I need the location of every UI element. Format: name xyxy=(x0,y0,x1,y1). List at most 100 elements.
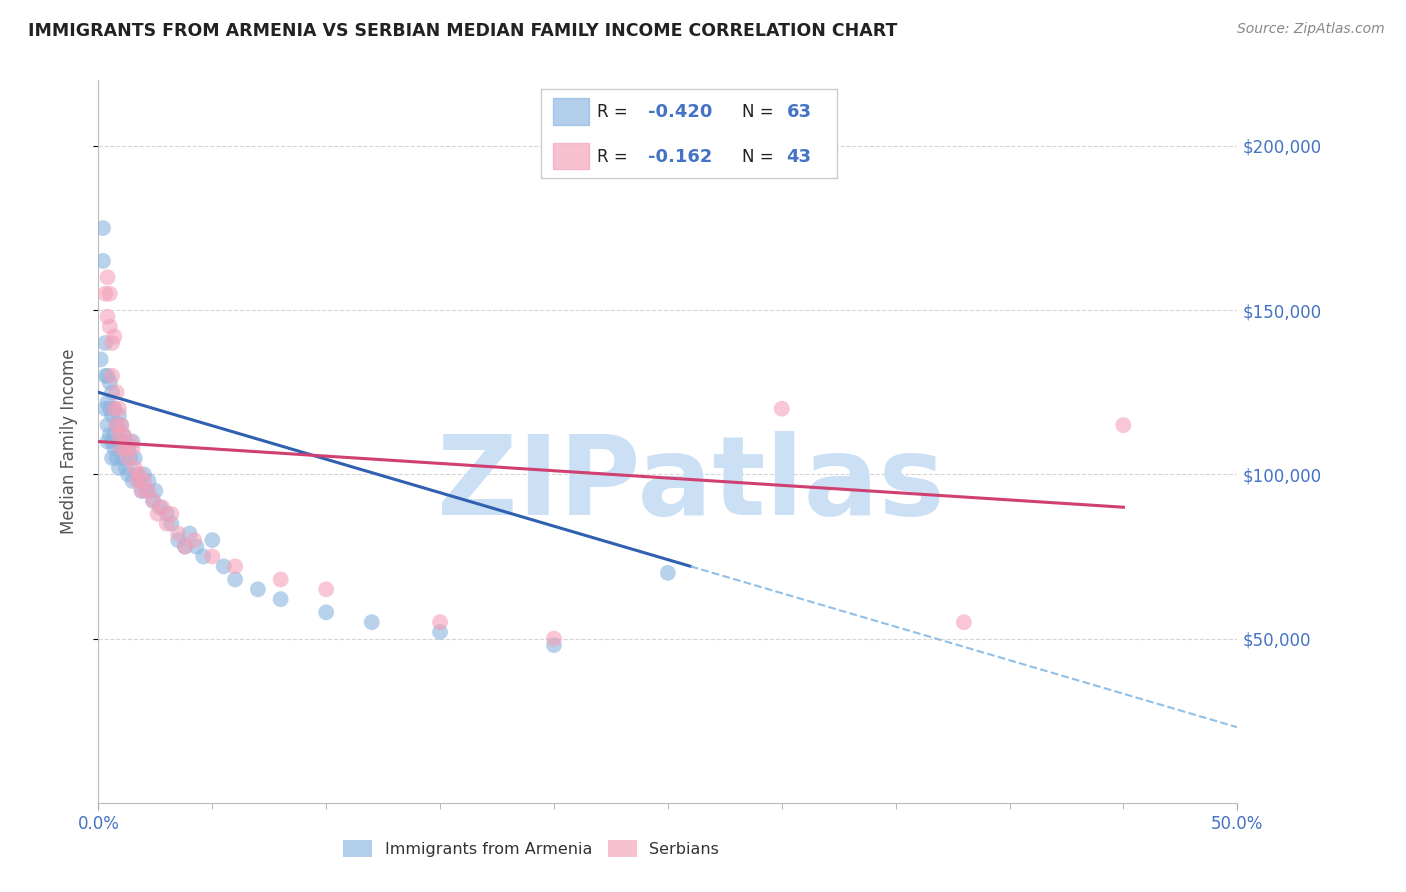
Text: -0.162: -0.162 xyxy=(648,147,711,166)
Y-axis label: Median Family Income: Median Family Income xyxy=(59,349,77,534)
Point xyxy=(105,418,128,433)
Point xyxy=(145,483,167,498)
Point xyxy=(105,450,128,465)
Point xyxy=(360,615,382,630)
Point xyxy=(112,428,135,442)
Point xyxy=(156,516,179,531)
Point xyxy=(110,418,132,433)
Point xyxy=(121,434,143,449)
Point xyxy=(270,573,292,587)
Point xyxy=(110,441,132,455)
Point xyxy=(103,428,125,442)
Point xyxy=(117,441,139,455)
Point xyxy=(114,460,136,475)
Point xyxy=(105,385,128,400)
Point xyxy=(103,329,125,343)
Point xyxy=(98,286,121,301)
Point xyxy=(183,533,205,547)
Point xyxy=(120,450,142,465)
Point xyxy=(201,549,224,564)
Point xyxy=(103,441,125,455)
Point xyxy=(91,221,114,235)
Point xyxy=(98,401,121,416)
Point xyxy=(224,573,246,587)
Text: ZIPatlas: ZIPatlas xyxy=(437,432,945,539)
Point xyxy=(429,625,451,640)
Point xyxy=(167,533,190,547)
Point xyxy=(128,474,150,488)
Point xyxy=(657,566,679,580)
Point xyxy=(94,286,117,301)
Bar xyxy=(553,143,589,169)
Point xyxy=(131,483,153,498)
Point xyxy=(114,434,136,449)
Point xyxy=(128,467,150,482)
Point xyxy=(179,526,201,541)
Text: 43: 43 xyxy=(786,147,811,166)
Text: R =: R = xyxy=(598,103,628,121)
Point xyxy=(150,500,173,515)
Point xyxy=(117,467,139,482)
Point xyxy=(132,474,155,488)
Text: N =: N = xyxy=(742,103,773,121)
Point xyxy=(127,467,149,482)
Legend: Immigrants from Armenia, Serbians: Immigrants from Armenia, Serbians xyxy=(336,833,725,863)
Point xyxy=(96,270,118,285)
Point xyxy=(108,434,131,449)
Point xyxy=(193,549,215,564)
Point xyxy=(101,450,124,465)
Point xyxy=(201,533,224,547)
Point xyxy=(160,516,183,531)
Point xyxy=(953,615,976,630)
Point xyxy=(101,385,124,400)
Point xyxy=(110,418,132,433)
Point xyxy=(131,483,153,498)
Point xyxy=(108,428,131,442)
Point xyxy=(101,368,124,383)
Point xyxy=(156,507,179,521)
Point xyxy=(96,418,118,433)
Point xyxy=(98,376,121,390)
Point xyxy=(132,467,155,482)
Point xyxy=(142,493,165,508)
Point xyxy=(770,401,793,416)
Point xyxy=(98,319,121,334)
Text: R =: R = xyxy=(598,147,628,166)
Point xyxy=(96,368,118,383)
Text: IMMIGRANTS FROM ARMENIA VS SERBIAN MEDIAN FAMILY INCOME CORRELATION CHART: IMMIGRANTS FROM ARMENIA VS SERBIAN MEDIA… xyxy=(28,22,897,40)
Point xyxy=(96,395,118,409)
Point xyxy=(101,434,124,449)
Point xyxy=(120,434,142,449)
Point xyxy=(94,336,117,351)
Text: 63: 63 xyxy=(786,103,811,121)
Point xyxy=(103,401,125,416)
Text: Source: ZipAtlas.com: Source: ZipAtlas.com xyxy=(1237,22,1385,37)
Point xyxy=(315,582,337,597)
Point xyxy=(212,559,235,574)
Point xyxy=(142,493,165,508)
Point xyxy=(91,253,114,268)
Point xyxy=(98,428,121,442)
Point xyxy=(270,592,292,607)
Point xyxy=(101,336,124,351)
Point xyxy=(149,500,172,515)
Point xyxy=(121,474,143,488)
Point xyxy=(138,483,160,498)
Point xyxy=(110,441,132,455)
Point xyxy=(112,450,135,465)
Point xyxy=(174,540,197,554)
Point xyxy=(186,540,208,554)
Point xyxy=(112,428,135,442)
Point xyxy=(94,401,117,416)
Point xyxy=(543,632,565,646)
Point xyxy=(96,434,118,449)
Point xyxy=(90,352,112,367)
Text: -0.420: -0.420 xyxy=(648,103,711,121)
Point xyxy=(105,418,128,433)
Point xyxy=(246,582,269,597)
Point xyxy=(1112,418,1135,433)
Text: N =: N = xyxy=(742,147,773,166)
Point xyxy=(429,615,451,630)
Point xyxy=(135,483,157,498)
Point xyxy=(108,401,131,416)
